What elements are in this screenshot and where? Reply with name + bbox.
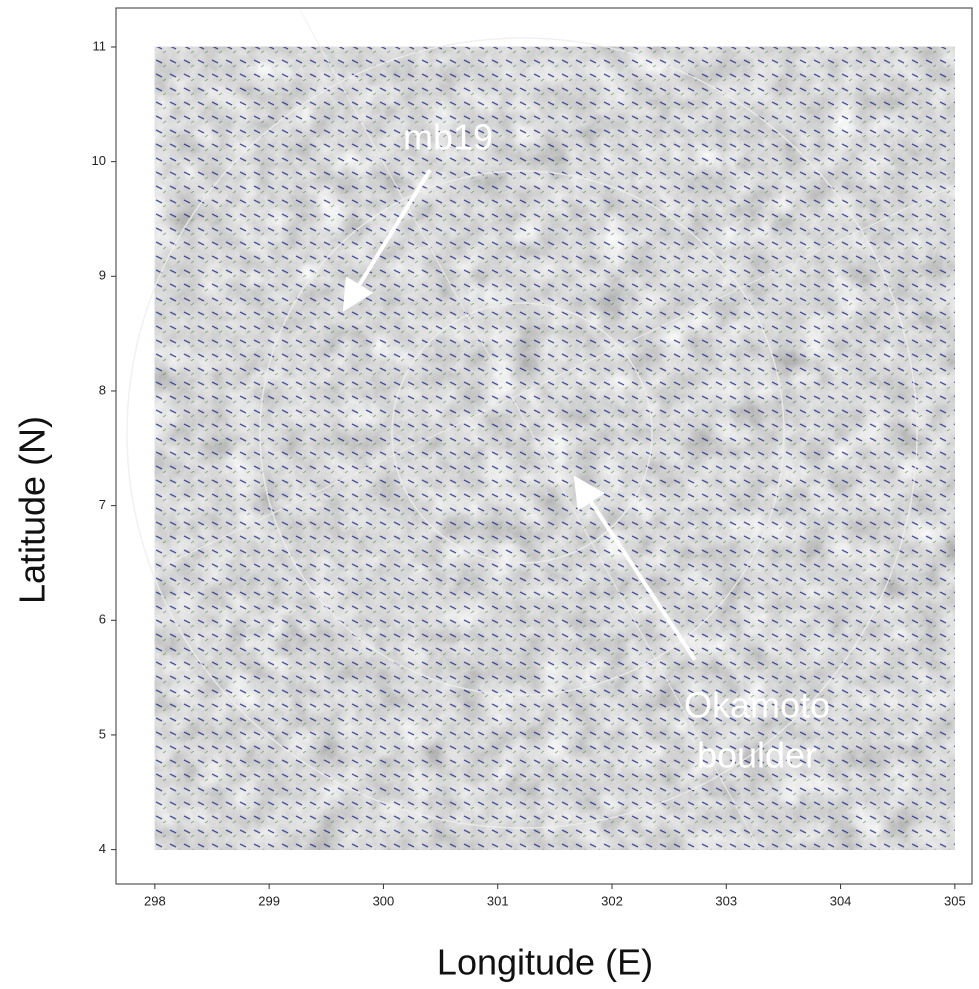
x-tick-label: 300 [373,893,395,908]
vector-field [155,47,955,850]
y-tick-label: 5 [99,726,106,741]
x-tick-label: 305 [944,893,966,908]
y-tick-label: 6 [99,612,106,627]
y-tick-label: 10 [92,153,106,168]
x-tick-label: 302 [601,893,623,908]
annotation: Okamoto [684,685,830,726]
x-axis-label: Longitude (E) [437,942,653,983]
x-tick-label: 301 [487,893,509,908]
x-tick-label: 299 [258,893,280,908]
y-tick-label: 9 [99,268,106,283]
x-tick-label: 303 [715,893,737,908]
x-tick-label: 298 [144,893,166,908]
y-tick-label: 4 [99,841,106,856]
annotation: mb19 [403,117,493,158]
annotation: boulder [697,735,817,776]
y-tick-label: 8 [99,382,106,397]
y-tick-label: 11 [93,38,107,53]
plot-area: mb19 Okamoto boulder 298 299 300 301 302 303 304 3… [92,8,972,908]
y-axis-label: Latitude (N) [12,416,53,604]
y-tick-label: 7 [99,497,106,512]
x-tick-label: 304 [830,893,852,908]
chart: mb19 Okamoto boulder 298 299 300 301 302 303 304 3… [0,0,979,989]
